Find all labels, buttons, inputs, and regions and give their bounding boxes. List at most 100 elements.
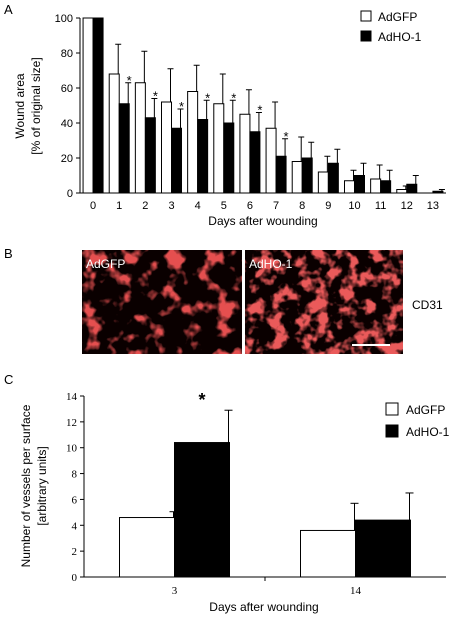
panel-a-label: A: [4, 2, 13, 17]
y-tick-label: 0: [67, 188, 73, 200]
bar-adgfp-12: [396, 189, 408, 194]
y-tick-label: 100: [55, 13, 73, 25]
wound-area-y-axis: 0 20 40 60 80 100: [55, 13, 80, 200]
x-tick-label: 9: [325, 200, 331, 212]
bar-adho-1-1: [118, 103, 130, 194]
bar-adho-1-2: [144, 117, 156, 194]
bar-adgfp-8: [291, 161, 303, 194]
y-tick-label: 14: [66, 391, 78, 403]
x-tick-label: 3: [172, 585, 178, 597]
wound-area-y-title-1: Wound area: [13, 73, 27, 138]
bar-adgfp-2: [134, 82, 146, 194]
y-tick-label: 80: [61, 48, 73, 60]
bar-adgfp-1: [108, 73, 120, 194]
legend-c-adho1-label: AdHO-1: [406, 425, 450, 439]
bar-adgfp-14: [300, 529, 356, 578]
vessel-count-y-axis: 0 2 4 6 8 10 12 14: [66, 391, 84, 584]
bar-adho-1-10: [354, 175, 365, 194]
vessel-count-bars: *: [119, 390, 414, 578]
wound-area-x-title: Days after wounding: [208, 214, 317, 228]
bar-adgfp-3: [119, 517, 175, 578]
y-tick-label: 8: [72, 469, 78, 481]
panel-b-label: B: [4, 246, 13, 261]
significance-star: *: [257, 103, 262, 118]
bar-adho-1-9: [327, 162, 339, 194]
x-tick-label: 13: [427, 200, 439, 212]
x-tick-label: 5: [221, 200, 227, 212]
wound-area-y-title-2: [% of original size]: [29, 57, 43, 154]
y-tick-label: 2: [72, 546, 78, 558]
bar-adgfp-11: [370, 178, 382, 194]
wound-area-legend: AdGFP AdHO-1: [360, 10, 422, 44]
vessel-count-y-title-2: [arbitrary units]: [35, 446, 49, 525]
cd31-micrographs: AdGFP AdHO-1 CD31: [82, 250, 443, 354]
vessel-count-x-title: Days after wounding: [209, 600, 318, 614]
x-tick-label: 8: [299, 200, 305, 212]
bar-adho-1-6: [249, 131, 261, 194]
y-tick-label: 60: [61, 83, 73, 95]
y-tick-label: 6: [72, 494, 78, 506]
bar-adho-1-5: [223, 122, 235, 194]
bar-adgfp-7: [265, 127, 277, 194]
y-tick-label: 12: [66, 417, 77, 429]
x-tick-label: 0: [90, 200, 96, 212]
x-tick-label: 10: [348, 200, 360, 212]
micrograph-marker-label: CD31: [412, 298, 443, 312]
significance-star: *: [284, 129, 289, 144]
significance-star: *: [198, 390, 205, 410]
bar-adho-1-14: [355, 519, 411, 578]
bar-adgfp-0: [82, 17, 94, 194]
x-tick-label: 7: [273, 200, 279, 212]
x-tick-label: 6: [247, 200, 253, 212]
y-tick-label: 20: [61, 153, 73, 165]
bar-adho-1-4: [197, 119, 209, 194]
y-tick-label: 10: [66, 443, 78, 455]
x-tick-label: 11: [375, 200, 386, 212]
vessel-count-y-title-1: Number of vessels per surface: [19, 404, 33, 567]
panel-c-label: C: [4, 372, 13, 387]
x-tick-label: 1: [116, 200, 122, 212]
bar-adho-1-3: [174, 442, 230, 578]
legend-c-adgfp-swatch: [385, 402, 399, 416]
legend-a-adho1-label: AdHO-1: [378, 30, 422, 44]
micrograph-adgfp-label: AdGFP: [86, 257, 125, 271]
wound-area-x-axis: 0 1 2 3 4 5 6 7 8 9 10 11 12 13: [90, 200, 439, 212]
micrograph-adgfp-stain: [82, 250, 242, 354]
significance-star: *: [205, 90, 210, 105]
micrograph-adho1-stain: [245, 250, 403, 354]
bar-adho-1-11: [380, 180, 392, 194]
bar-adgfp-4: [187, 91, 199, 194]
vessel-count-chart: 0 2 4 6 8 10 12 14 3 14 * Number of vessels per …: [19, 390, 450, 614]
wound-area-bars: * * * * * * *: [82, 17, 445, 194]
vessel-count-x-axis: 3 14: [172, 577, 362, 597]
legend-a-adgfp-label: AdGFP: [378, 10, 417, 24]
bar-adgfp-6: [239, 113, 251, 194]
x-tick-label: 2: [142, 200, 148, 212]
legend-c-adgfp-label: AdGFP: [406, 403, 445, 417]
significance-star: *: [179, 99, 184, 114]
significance-star: *: [127, 73, 132, 88]
micrograph-adho1-label: AdHO-1: [249, 257, 293, 271]
legend-c-adho1-swatch: [385, 424, 399, 438]
y-tick-label: 40: [61, 118, 73, 130]
significance-star: *: [153, 89, 158, 104]
vessel-count-legend: AdGFP AdHO-1: [385, 402, 450, 439]
x-tick-label: 4: [195, 200, 201, 212]
bar-adgfp-9: [317, 171, 329, 194]
x-tick-label: 12: [401, 200, 413, 212]
bar-adho-1-3: [171, 127, 182, 194]
y-tick-label: 0: [72, 572, 78, 584]
bar-adho-1-7: [275, 155, 287, 194]
y-tick-label: 4: [72, 520, 78, 532]
bar-adgfp-5: [213, 103, 225, 194]
bar-adgfp-10: [344, 180, 355, 194]
x-tick-label: 3: [168, 200, 174, 212]
legend-a-adgfp-swatch: [360, 10, 372, 22]
significance-star: *: [231, 90, 236, 105]
bar-adgfp-3: [161, 101, 172, 194]
x-tick-label: 14: [350, 585, 362, 597]
bar-adho-1-12: [406, 183, 418, 194]
legend-a-adho1-swatch: [360, 30, 372, 42]
